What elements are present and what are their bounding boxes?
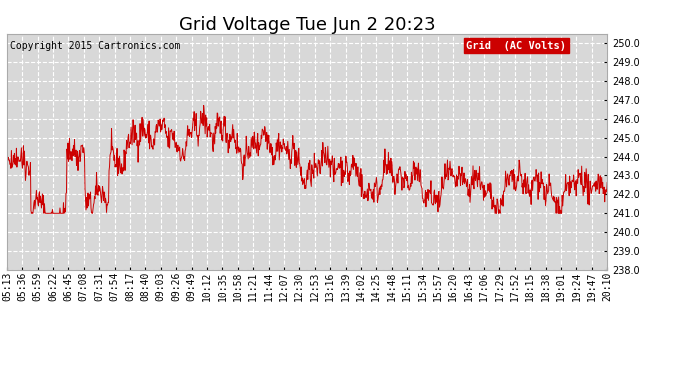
Title: Grid Voltage Tue Jun 2 20:23: Grid Voltage Tue Jun 2 20:23 <box>179 16 435 34</box>
Text: Copyright 2015 Cartronics.com: Copyright 2015 Cartronics.com <box>10 41 180 51</box>
Text: Grid  (AC Volts): Grid (AC Volts) <box>466 41 566 51</box>
